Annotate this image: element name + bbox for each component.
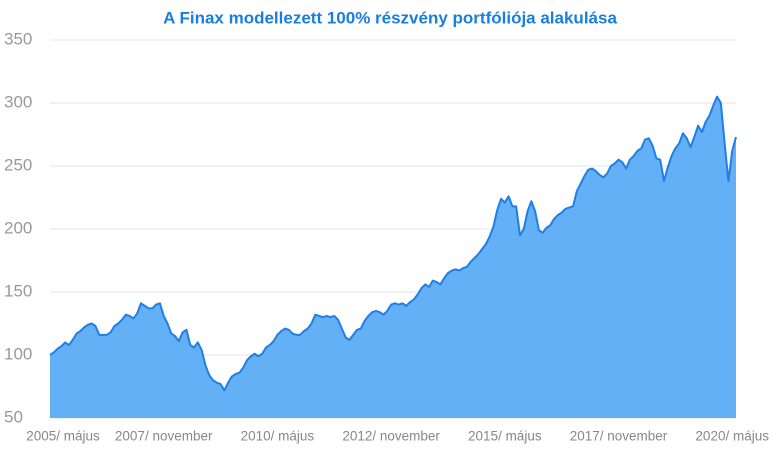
chart-title: A Finax modellezett 100% részvény portfó…	[163, 8, 617, 27]
line	[49, 95, 737, 392]
x-tick-label: 2005/ május	[26, 429, 100, 444]
x-tick-label: 2010/ május	[241, 429, 315, 444]
y-tick-label: 350	[4, 29, 32, 48]
y-tick-label: 150	[4, 281, 32, 300]
x-tick-label: 2015/ május	[468, 429, 542, 444]
x-tick-label: 2017/ november	[570, 429, 668, 444]
y-tick-label: 50	[4, 407, 23, 426]
area	[50, 96, 736, 418]
y-tick-label: 200	[4, 218, 32, 237]
x-tick-label: 2007/ november	[115, 429, 213, 444]
y-tick-label: 300	[4, 92, 32, 111]
x-tick-label: 2020/ május	[695, 429, 769, 444]
y-tick-label: 250	[4, 155, 32, 174]
y-tick-label: 100	[4, 344, 32, 363]
x-tick-label: 2012/ november	[342, 429, 440, 444]
